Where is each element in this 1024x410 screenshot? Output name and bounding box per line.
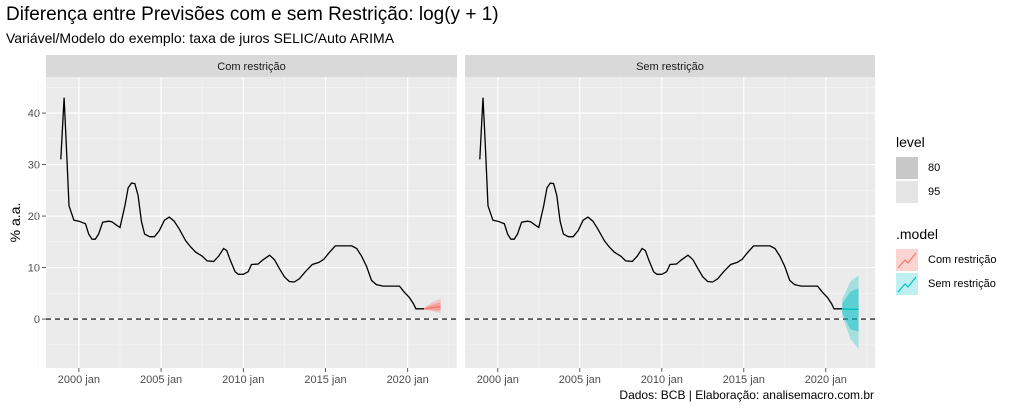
x-tick-label: 2010 jan: [641, 374, 683, 386]
x-tick-label: 2005 jan: [559, 374, 601, 386]
legend-level-title: level: [896, 134, 925, 150]
y-axis-title: % a.a.: [7, 203, 23, 243]
facet-panel: Sem restrição 2000 jan 2005 jan 2010 jan 201…: [456, 55, 875, 386]
x-tick-label: 2000 jan: [58, 374, 100, 386]
y-tick-label: 0: [34, 314, 40, 326]
history-line: [479, 97, 843, 310]
x-tick-label: 2020 jan: [387, 374, 429, 386]
legend-level-swatch: [896, 181, 918, 203]
facet-strip-label: Sem restrição: [636, 61, 704, 73]
facet-strip-label: Com restrição: [217, 61, 285, 73]
legend-level-label: 95: [928, 186, 941, 198]
facet-strip: [46, 55, 457, 77]
legend-model-group: .model Com restrição Sem restrição: [896, 226, 996, 296]
legend-level-label: 80: [928, 162, 941, 174]
legend-level-item: 95: [896, 180, 996, 204]
x-tick-label: 2000 jan: [477, 374, 519, 386]
forecast-mean-line: [424, 306, 441, 310]
x-tick-label: 2015 jan: [304, 374, 346, 386]
legend-level-swatch: [896, 157, 918, 179]
y-tick-label: 40: [28, 108, 40, 120]
legend-model-label: Com restrição: [928, 254, 997, 266]
facet-panel: Com restrição 2000 jan 2005 jan 2010 jan 201…: [37, 55, 457, 386]
panel-background: [465, 77, 875, 368]
chart-title: Diferença entre Previsões com e sem Rest…: [6, 4, 499, 25]
x-tick-label: 2015 jan: [723, 374, 765, 386]
chart-subtitle: Variável/Modelo do exemplo: taxa de juro…: [6, 30, 395, 46]
panel-background: [46, 77, 457, 368]
x-tick-label: 2020 jan: [805, 374, 847, 386]
forecast-mean-line: [842, 308, 859, 310]
facet-strip: [465, 55, 875, 77]
history-line: [60, 97, 425, 310]
legend-model-title: .model: [896, 226, 939, 242]
y-tick-label: 20: [28, 211, 40, 223]
legend: level 80 95 .model Com restrição Sem res…: [896, 134, 996, 296]
y-tick-label: 10: [28, 263, 40, 275]
legend-model-swatch: [896, 273, 918, 295]
forecast-band-95: [842, 275, 859, 349]
x-tick-label: 2010 jan: [222, 374, 264, 386]
forecast-band-95: [424, 298, 441, 313]
legend-model-item: Com restrição: [896, 248, 996, 272]
legend-level-group: level 80 95: [896, 134, 996, 204]
x-tick-label: 2005 jan: [140, 374, 182, 386]
legend-model-label: Sem restrição: [928, 278, 996, 290]
y-tick-label: 30: [28, 160, 40, 172]
legend-model-swatch: [896, 249, 918, 271]
chart-caption: Dados: BCB | Elaboração: analisemacro.co…: [619, 388, 874, 402]
legend-model-item: Sem restrição: [896, 272, 996, 296]
legend-level-item: 80: [896, 156, 996, 180]
